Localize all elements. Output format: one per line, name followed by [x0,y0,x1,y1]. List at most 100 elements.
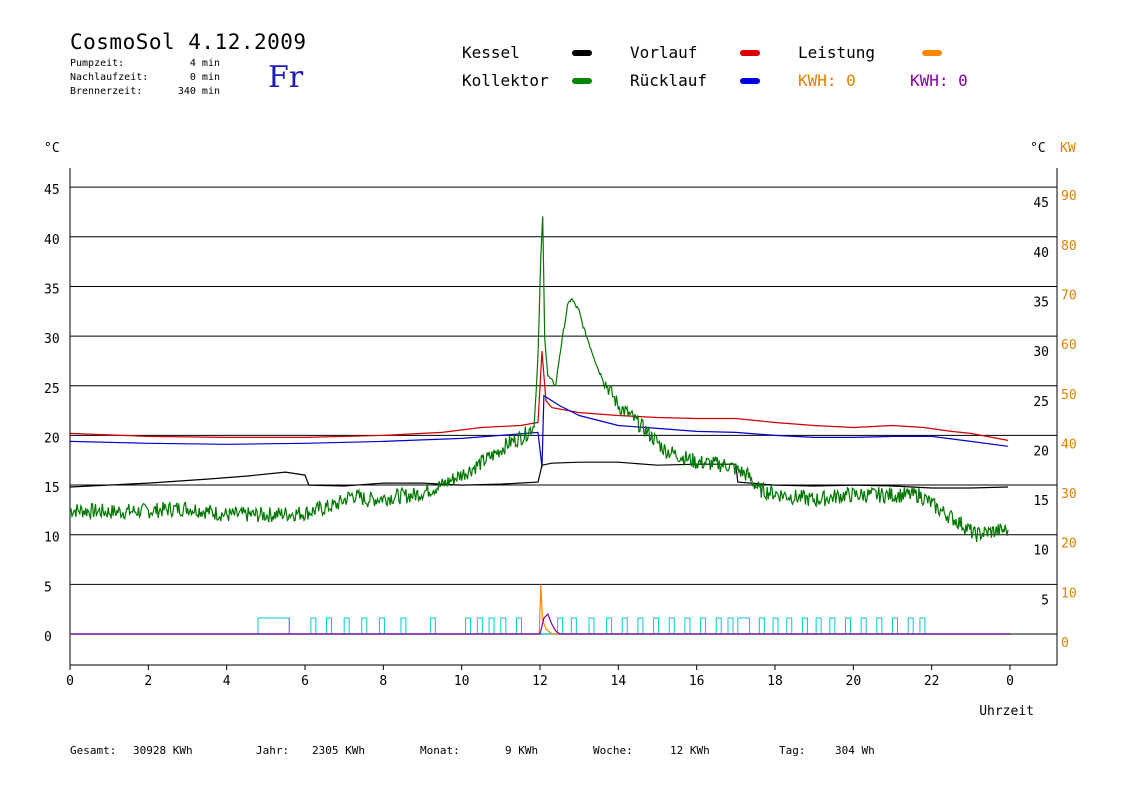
legend-kessel-swatch [572,50,592,56]
y-tick-label-left: 5 [44,580,52,595]
info-label: Pumpzeit: [70,58,125,69]
y-tick-label-left: 45 [44,183,60,198]
footer-jahr-value: 2305 KWh [312,744,365,757]
info-value: 340 min [177,86,220,97]
y-tick-label-right: 35 [1033,295,1049,310]
pump-tick [801,617,808,635]
y-tick-label-right: 25 [1033,395,1049,410]
pump-tick [637,617,644,635]
legend-ruecklauf-swatch [740,78,760,84]
x-tick-label: 22 [924,674,940,689]
pump-tick [588,617,595,635]
y-tick-label-right: 20 [1033,444,1049,459]
footer-woche-value: 12 KWh [670,744,710,757]
y-tick-label-kw: 20 [1061,537,1077,552]
pump-tick [653,617,660,635]
kwh-purple-value: KWH: 0 [910,71,968,90]
x-tick-label: 16 [689,674,705,689]
x-tick-label: 12 [532,674,548,689]
legend-kollektor-label: Kollektor [462,71,549,90]
y-tick-label-left: 25 [44,382,60,397]
x-tick-label: 0 [66,674,74,689]
footer-gesamt-label: Gesamt: [70,744,117,757]
pump-tick [465,617,472,635]
pump-tick [815,617,822,635]
pump-tick [668,617,675,635]
pump-tick [557,617,564,635]
y-tick-label-right: 30 [1033,345,1049,360]
pump-tick [919,617,926,635]
y-tick-label-left: 10 [44,531,60,546]
pump-tick [500,617,507,635]
y-tick-label-left: 35 [44,282,60,297]
pump-block [737,617,751,635]
y-tick-label-right: 45 [1033,196,1049,211]
pump-tick [429,617,436,635]
x-tick-label: 20 [846,674,862,689]
info-value: 4 min [189,58,220,69]
pump-tick [310,617,317,635]
y-tick-label-kw: 50 [1061,388,1077,403]
info-label: Brennerzeit: [70,86,143,97]
y-tick-label-kw: 90 [1061,189,1077,204]
legend-leistung-label: Leistung [798,43,876,62]
x-tick-label: 6 [301,674,309,689]
footer-tag-value: 304 Wh [835,744,875,757]
x-tick-label: 4 [223,674,231,689]
x-tick-label: 14 [611,674,627,689]
series-line-kollektor [69,216,1009,543]
pump-tick [715,617,722,635]
x-tick-label: 2 [144,674,152,689]
y-tick-label-kw: 10 [1061,586,1077,601]
legend-vorlauf-swatch [740,50,760,56]
y-tick-label-right: 40 [1033,246,1049,261]
info-label: Nachlaufzeit: [70,72,149,83]
y-tick-label-right: 15 [1033,494,1049,509]
x-tick-label: 10 [454,674,470,689]
chart-title: CosmoSol 4.12.2009 [70,30,307,54]
y-tick-label-kw: 80 [1061,239,1077,254]
y-tick-label-left: 0 [44,630,52,645]
y-tick-label-left: 20 [44,431,60,446]
pump-tick [845,617,851,635]
y-tick-label-right: 10 [1033,544,1049,559]
series-line-kessel [69,461,1009,489]
pump-tick [860,617,867,635]
series-line-vorlauf [69,350,1009,441]
pump-tick [361,617,368,635]
pump-tick [326,617,333,635]
info-value: 0 min [189,72,220,83]
pump-block [257,617,290,635]
pump-tick [378,617,385,635]
y-tick-label-right: 5 [1041,593,1049,608]
pump-tick [758,617,765,635]
y-axis-unit-right: °C [1030,141,1046,156]
info-pumpzeit: Pumpzeit: 4 min [70,58,220,69]
footer-jahr-label: Jahr: [256,744,290,757]
y-axis-unit-left: °C [44,141,60,156]
pump-tick [684,617,691,635]
pump-tick [786,617,793,635]
pump-tick [829,617,836,635]
footer-monat-value: 9 KWh [505,744,539,757]
y-tick-label-kw: 0 [1061,636,1069,651]
weekday-label: Fr [268,60,304,95]
pump-tick [772,617,779,635]
pump-tick [476,617,483,635]
y-tick-label-left: 30 [44,332,60,347]
footer-woche-label: Woche: [593,744,633,757]
legend-ruecklauf-label: Rücklauf [630,71,708,90]
y-tick-label-kw: 60 [1061,338,1077,353]
footer-tag-label: Tag: [779,744,806,757]
x-axis-label: Uhrzeit [979,704,1034,719]
legend-leistung-swatch [922,50,942,56]
info-nachlaufzeit: Nachlaufzeit: 0 min [70,72,220,83]
pump-tick [400,617,407,635]
kwh-orange-value: KWH: 0 [798,71,856,90]
legend-vorlauf-label: Vorlauf [630,43,698,62]
y-axis-unit-kw: KW [1060,141,1076,156]
y-tick-label-left: 40 [44,233,60,248]
series-line-unnamed [70,613,1010,635]
pump-tick [488,617,495,635]
